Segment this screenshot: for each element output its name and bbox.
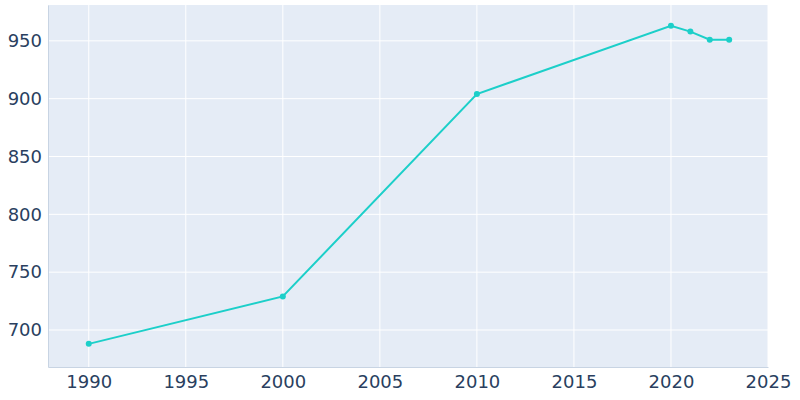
tick: 2020 <box>649 367 695 392</box>
tick-label: 850 <box>8 146 42 167</box>
tick-label: 1990 <box>66 371 112 392</box>
line <box>89 26 729 344</box>
chart: 1990 1995 2000 2005 2010 2015 2020 2025 700 750 80… <box>0 0 800 400</box>
tick: 1995 <box>163 367 209 392</box>
tick: 700 <box>8 319 48 340</box>
data <box>86 23 732 347</box>
grid-line-y <box>48 98 768 99</box>
axis-line <box>48 6 49 368</box>
marker <box>687 29 693 35</box>
tick-label: 700 <box>8 319 42 340</box>
tick-label: 800 <box>8 204 42 225</box>
grid-line-x <box>476 5 477 367</box>
tick: 2010 <box>454 367 500 392</box>
tick: 850 <box>8 146 48 167</box>
tick: 800 <box>8 204 48 225</box>
tick: 2005 <box>357 367 403 392</box>
grid-line-y <box>48 329 768 330</box>
tick-label: 2025 <box>746 371 792 392</box>
tick: 900 <box>8 88 48 109</box>
marker <box>474 91 480 97</box>
marker <box>707 37 713 43</box>
tick: 750 <box>8 261 48 282</box>
tick-label: 750 <box>8 261 42 282</box>
marker <box>86 341 92 347</box>
grid-line-x <box>670 5 671 367</box>
axis-line <box>49 367 769 368</box>
tick-label: 2000 <box>260 371 306 392</box>
tick: 1990 <box>66 367 112 392</box>
x-axis: 1990 1995 2000 2005 2010 2015 2020 2025 <box>49 367 792 392</box>
tick: 2000 <box>260 367 306 392</box>
grid-line-y <box>48 272 768 273</box>
marker <box>726 37 732 43</box>
grid-line-y <box>48 40 768 41</box>
grid-line-x <box>768 5 769 367</box>
grid-line-y <box>48 156 768 157</box>
grid-line-x <box>282 5 283 367</box>
grid-line-x <box>185 5 186 367</box>
tick-label: 2005 <box>357 371 403 392</box>
tick-label: 2015 <box>552 371 598 392</box>
marker <box>280 293 286 299</box>
plot-background <box>48 5 768 367</box>
tick: 950 <box>8 30 48 51</box>
tick-label: 2010 <box>454 371 500 392</box>
tick-label: 900 <box>8 88 42 109</box>
grid-line-y <box>48 214 768 215</box>
tick: 2015 <box>552 367 598 392</box>
grid-line-x <box>88 5 89 367</box>
plot: 1990 1995 2000 2005 2010 2015 2020 2025 700 750 80… <box>8 5 792 392</box>
tick-label: 2020 <box>649 371 695 392</box>
tick: 2025 <box>746 367 792 392</box>
y-axis: 700 750 800 850 900 950 <box>8 6 49 368</box>
grid <box>48 5 768 367</box>
tick-label: 1995 <box>163 371 209 392</box>
marker <box>668 23 674 29</box>
tick-label: 950 <box>8 30 42 51</box>
grid-line-x <box>379 5 380 367</box>
